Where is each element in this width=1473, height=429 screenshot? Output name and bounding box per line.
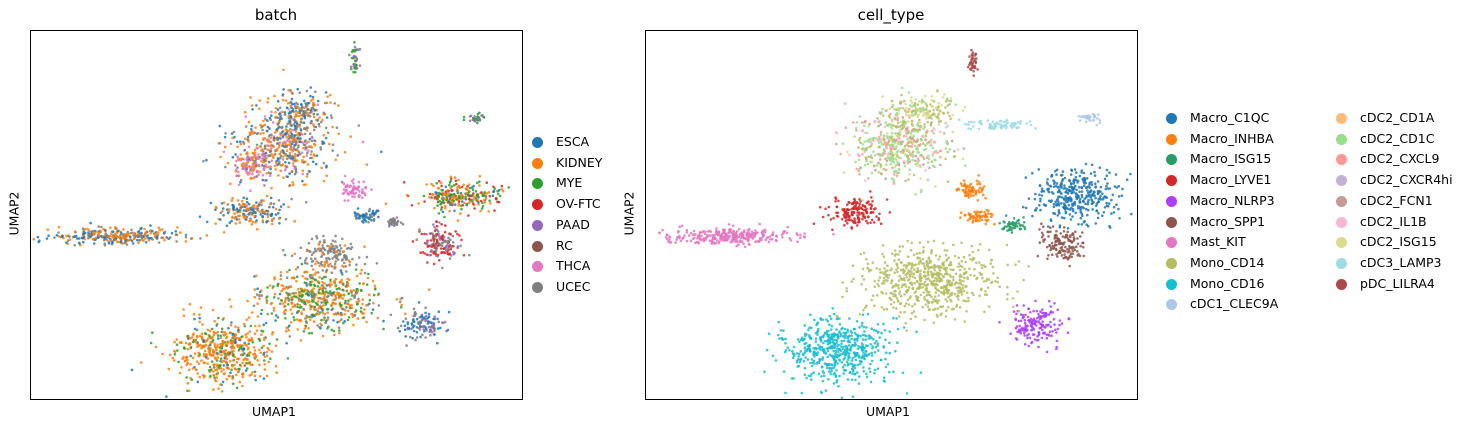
- cell-type-scatter-points: [658, 48, 1133, 400]
- legend-marker-icon: [1336, 216, 1347, 228]
- legend-label: Macro_SPP1: [1190, 213, 1266, 229]
- legend-marker-icon: [1166, 195, 1177, 207]
- legend-label: cDC2_FCN1: [1360, 192, 1433, 208]
- legend-marker-icon: [1336, 133, 1347, 145]
- legend-marker-icon: [1166, 257, 1177, 269]
- legend-label: cDC2_ISG15: [1360, 234, 1437, 250]
- legend-label: Mono_CD14: [1190, 254, 1265, 270]
- legend-label: cDC3_LAMP3: [1360, 254, 1442, 270]
- legend-label: cDC2_CD1C: [1360, 130, 1435, 146]
- legend-marker-icon: [532, 137, 543, 148]
- legend-marker-icon: [532, 157, 543, 169]
- legend-marker-icon: [532, 199, 543, 211]
- legend-marker-icon: [1166, 113, 1177, 124]
- legend-marker-icon: [1336, 195, 1347, 207]
- legend-label: cDC1_CLEC9A: [1190, 296, 1279, 312]
- legend-label: ESCA: [556, 134, 590, 149]
- legend-label: UCEC: [556, 278, 591, 294]
- legend-marker-icon: [532, 178, 543, 190]
- legend-marker-icon: [1166, 237, 1177, 249]
- legend-marker-icon: [1166, 154, 1177, 166]
- legend-label: Mast_KIT: [1190, 234, 1246, 250]
- legend-label: pDC_LILRA4: [1360, 275, 1435, 291]
- legend-label: THCA: [556, 258, 591, 274]
- legend-marker-icon: [1336, 113, 1347, 124]
- batch-legend: ESCA KIDNEY MYE OV-FTC PAAD RC THCA UCEC: [532, 134, 632, 304]
- legend-label: MYE: [556, 175, 583, 191]
- legend-label: KIDNEY: [556, 154, 603, 170]
- batch-x-axis-label: UMAP1: [252, 404, 296, 419]
- legend-label: cDC2_IL1B: [1360, 213, 1427, 229]
- legend-marker-icon: [1166, 216, 1177, 228]
- legend-label: Macro_C1QC: [1190, 110, 1270, 125]
- batch-scatter-points: [32, 41, 511, 398]
- legend-label: cDC2_CXCL9: [1360, 151, 1440, 167]
- legend-label: Mono_CD16: [1190, 275, 1265, 291]
- legend-marker-icon: [1336, 278, 1347, 290]
- legend-label: Macro_ISG15: [1190, 151, 1272, 167]
- cell-type-x-axis-label: UMAP1: [866, 404, 910, 419]
- legend-marker-icon: [1336, 237, 1347, 249]
- cell-type-plot-frame: [645, 30, 1138, 400]
- legend-marker-icon: [1336, 257, 1347, 269]
- legend-marker-icon: [1166, 299, 1177, 311]
- batch-plot-title: batch: [254, 6, 298, 24]
- legend-marker-icon: [532, 261, 543, 273]
- legend-marker-icon: [532, 281, 543, 293]
- legend-marker-icon: [1166, 278, 1177, 290]
- legend-marker-icon: [1166, 133, 1177, 145]
- legend-marker-icon: [532, 219, 543, 231]
- legend-marker-icon: [1166, 175, 1177, 187]
- legend-label: Macro_LYVE1: [1190, 172, 1272, 188]
- legend-label: Macro_NLRP3: [1190, 192, 1275, 208]
- legend-label: cDC2_CXCR4hi: [1360, 172, 1453, 188]
- legend-label: OV-FTC: [556, 196, 601, 212]
- legend-marker-icon: [1336, 175, 1347, 187]
- legend-marker-icon: [532, 240, 543, 252]
- legend-label: Macro_INHBA: [1190, 130, 1274, 146]
- cell-type-legend: Macro_C1QC Macro_INHBA Macro_ISG15 Macro_LY…: [1166, 110, 1466, 320]
- legend-marker-icon: [1336, 154, 1347, 166]
- cell-type-plot-title: cell_type: [857, 6, 925, 24]
- legend-label: PAAD: [556, 216, 590, 232]
- legend-label: RC: [556, 237, 573, 253]
- legend-label: cDC2_CD1A: [1360, 110, 1435, 125]
